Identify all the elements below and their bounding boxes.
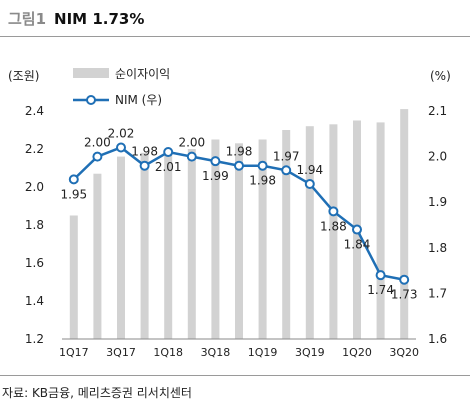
nim-point-1Q20 — [352, 224, 362, 235]
nim-point-1Q18 — [163, 147, 174, 158]
bar-3Q19 — [305, 126, 314, 339]
nim-data-label: 1.73 — [391, 288, 418, 302]
figure-header: 그림1 NIM 1.73% — [8, 8, 144, 30]
nim-data-label: 1.74 — [367, 283, 394, 297]
nim-data-label: 1.98 — [226, 145, 253, 159]
x-tick-label: 1Q20 — [342, 346, 372, 359]
line-series: 1.952.002.021.982.012.001.991.981.981.97… — [60, 126, 417, 301]
nim-point-3Q20 — [399, 274, 410, 285]
legend-swatch-marker — [86, 95, 96, 105]
bar-1Q18 — [164, 152, 173, 339]
x-tick-label: 3Q18 — [201, 346, 231, 359]
bar-3Q17 — [117, 156, 125, 339]
left-tick-label: 2.2 — [25, 142, 44, 156]
nim-data-label: 1.98 — [249, 174, 276, 188]
nim-point-4Q19 — [328, 206, 339, 217]
left-axis-unit: (조원) — [8, 69, 39, 83]
bar-3Q18 — [211, 139, 220, 339]
right-tick-label: 1.8 — [428, 241, 447, 255]
left-tick-label: 1.2 — [25, 332, 44, 346]
legend-swatch-bar — [73, 68, 109, 78]
x-tick-label: 3Q19 — [295, 346, 325, 359]
nim-point-4Q17 — [139, 160, 150, 171]
nim-data-label: 1.97 — [273, 149, 300, 163]
nim-point-1Q17 — [68, 174, 79, 185]
nim-point-2Q19 — [281, 165, 292, 176]
bar-4Q19 — [329, 124, 338, 339]
footer-divider — [0, 375, 470, 376]
header-divider — [0, 36, 470, 37]
nim-data-label: 1.88 — [320, 219, 347, 233]
bar-4Q17 — [140, 152, 149, 339]
nim-data-label: 2.00 — [178, 136, 205, 150]
nim-data-label: 1.95 — [60, 187, 87, 201]
nim-data-label: 1.84 — [344, 238, 371, 252]
left-tick-label: 1.4 — [25, 294, 44, 308]
bar-1Q19 — [258, 139, 267, 339]
x-tick-label: 1Q18 — [153, 346, 183, 359]
right-tick-label: 2.0 — [428, 150, 447, 164]
x-tick-label: 3Q20 — [389, 346, 419, 359]
bar-4Q18 — [235, 143, 243, 339]
nim-data-label: 2.02 — [108, 126, 135, 140]
figure-label: 그림1 — [8, 10, 47, 28]
nim-data-label: 2.00 — [84, 136, 111, 150]
left-tick-label: 1.8 — [25, 218, 44, 232]
right-tick-label: 2.1 — [428, 104, 447, 118]
nim-point-2Q20 — [375, 270, 386, 281]
chart-axes: 1.2 1.4 1.6 1.8 2.0 2.2 2.4 1.6 1.7 1.8 1.9 2.0 2.1 1… — [25, 104, 447, 359]
bar-2Q20 — [376, 122, 385, 340]
left-tick-label: 2.4 — [25, 104, 44, 118]
nim-data-label: 1.98 — [131, 145, 158, 159]
bar-1Q17 — [69, 215, 78, 339]
bar-2Q18 — [187, 149, 196, 339]
nim-point-3Q17 — [116, 142, 126, 153]
figure-title: NIM 1.73% — [54, 10, 145, 28]
nim-point-3Q19 — [304, 178, 315, 189]
bar-2Q19 — [282, 130, 291, 339]
bar-2Q17 — [93, 173, 102, 339]
nim-point-2Q17 — [92, 151, 103, 162]
legend-label-bar: 순이자이익 — [115, 67, 170, 81]
chart-legend: 순이자이익 NIM (우) — [73, 67, 170, 107]
x-tick-label: 3Q17 — [106, 346, 136, 359]
legend-label-line: NIM (우) — [115, 93, 162, 107]
source-note: 자료: KB금융, 메리츠증권 리서치센터 — [2, 386, 192, 400]
right-tick-label: 1.6 — [428, 332, 447, 346]
nim-data-label: 1.94 — [296, 163, 323, 177]
nim-point-3Q18 — [210, 156, 221, 167]
right-tick-label: 1.7 — [428, 286, 447, 300]
left-tick-label: 1.6 — [25, 256, 44, 270]
right-tick-label: 1.9 — [428, 195, 447, 209]
nim-data-label: 1.99 — [202, 169, 229, 183]
x-tick-label: 1Q17 — [59, 346, 89, 359]
nim-point-1Q19 — [257, 160, 268, 171]
nim-data-label: 2.01 — [155, 160, 182, 174]
bar-3Q20 — [400, 109, 409, 339]
right-axis-unit: (%) — [430, 69, 451, 83]
x-tick-label: 1Q19 — [248, 346, 278, 359]
nim-point-2Q18 — [186, 151, 197, 162]
left-tick-label: 2.0 — [25, 180, 44, 194]
nim-point-4Q18 — [234, 160, 244, 171]
